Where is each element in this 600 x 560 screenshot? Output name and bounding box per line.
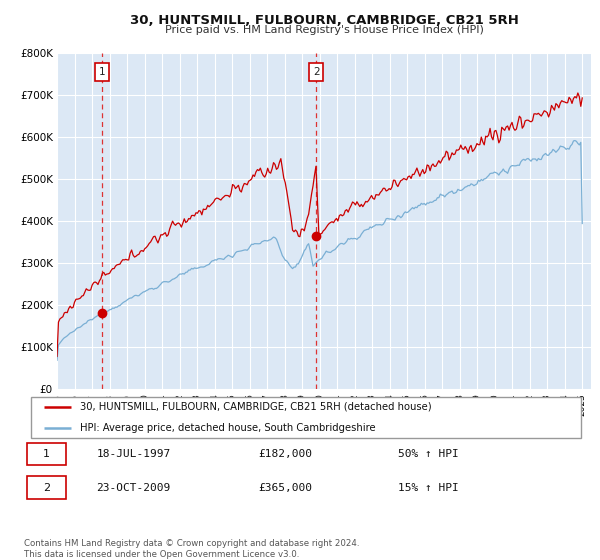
Text: £365,000: £365,000 xyxy=(259,483,313,493)
Text: 2: 2 xyxy=(313,67,320,77)
Text: Price paid vs. HM Land Registry's House Price Index (HPI): Price paid vs. HM Land Registry's House … xyxy=(164,25,484,35)
Text: 23-OCT-2009: 23-OCT-2009 xyxy=(97,483,171,493)
FancyBboxPatch shape xyxy=(31,396,581,438)
Text: Contains HM Land Registry data © Crown copyright and database right 2024.
This d: Contains HM Land Registry data © Crown c… xyxy=(24,539,359,559)
Text: £182,000: £182,000 xyxy=(259,449,313,459)
Text: 30, HUNTSMILL, FULBOURN, CAMBRIDGE, CB21 5RH (detached house): 30, HUNTSMILL, FULBOURN, CAMBRIDGE, CB21… xyxy=(80,402,431,412)
Text: 18-JUL-1997: 18-JUL-1997 xyxy=(97,449,171,459)
FancyBboxPatch shape xyxy=(27,477,66,499)
Text: 1: 1 xyxy=(43,449,50,459)
Text: 15% ↑ HPI: 15% ↑ HPI xyxy=(398,483,458,493)
Text: 2: 2 xyxy=(43,483,50,493)
Text: 50% ↑ HPI: 50% ↑ HPI xyxy=(398,449,458,459)
Text: 30, HUNTSMILL, FULBOURN, CAMBRIDGE, CB21 5RH: 30, HUNTSMILL, FULBOURN, CAMBRIDGE, CB21… xyxy=(130,14,518,27)
FancyBboxPatch shape xyxy=(27,443,66,465)
Text: 1: 1 xyxy=(98,67,105,77)
Text: HPI: Average price, detached house, South Cambridgeshire: HPI: Average price, detached house, Sout… xyxy=(80,422,376,432)
